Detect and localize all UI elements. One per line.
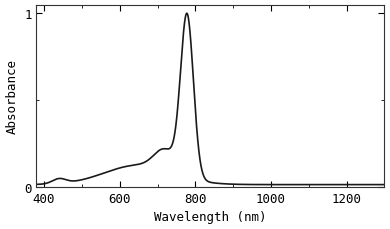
X-axis label: Wavelength (nm): Wavelength (nm) — [154, 210, 267, 224]
Y-axis label: Absorbance: Absorbance — [5, 59, 19, 134]
